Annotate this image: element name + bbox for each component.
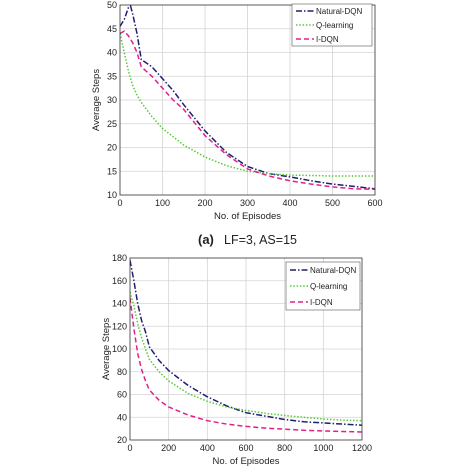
x-tick-label: 800 (277, 443, 292, 453)
y-tick-label: 25 (107, 119, 117, 129)
series-line-natural-dqn (120, 5, 375, 190)
chart-b: 0 200 400 600 800 1000 1200 20 40 60 80 100 120 140 16… (101, 253, 372, 467)
x-tick-label: 0 (127, 443, 132, 453)
caption-a-text: LF=3, AS=15 (224, 233, 297, 247)
x-tick-label: 500 (325, 198, 340, 208)
series-line-q-learning (130, 291, 362, 422)
x-tick-label: 400 (282, 198, 297, 208)
y-tick-label: 40 (107, 48, 117, 58)
series-line-natural-dqn (130, 260, 362, 426)
y-tick-label: 30 (107, 95, 117, 105)
y-tick-label: 180 (112, 253, 127, 263)
y-tick-label: 15 (107, 166, 117, 176)
legend-label: Natural-DQN (316, 7, 362, 16)
y-tick-label: 10 (107, 190, 117, 200)
series-line-q-learning (120, 33, 375, 177)
legend: Natural-DQN Q-learning I-DQN (285, 261, 361, 311)
x-tick-label: 0 (117, 198, 122, 208)
y-tick-label: 45 (107, 24, 117, 34)
y-tick-label: 60 (117, 390, 127, 400)
legend-label: Q-learning (310, 282, 347, 291)
x-tick-label: 100 (155, 198, 170, 208)
x-tick-label: 400 (200, 443, 215, 453)
y-tick-label: 40 (117, 412, 127, 422)
x-tick-label: 200 (161, 443, 176, 453)
legend-label: I-DQN (316, 35, 339, 44)
y-axis-label: Average Steps (91, 69, 102, 131)
x-axis-label: No. of Episodes (212, 456, 279, 467)
x-tick-label: 1000 (313, 443, 333, 453)
x-tick-label: 300 (240, 198, 255, 208)
x-axis-label: No. of Episodes (214, 211, 281, 222)
chart-a: 0 100 200 300 400 500 600 10 15 20 25 30 35 40 45 50 No.… (91, 0, 383, 222)
legend-label: I-DQN (310, 298, 333, 307)
legend-label: Q-learning (316, 21, 353, 30)
legend: Natural-DQN Q-learning I-DQN (291, 3, 373, 47)
y-tick-label: 80 (117, 367, 127, 377)
caption-a-label: (a) (198, 232, 214, 247)
y-tick-label: 120 (112, 321, 127, 331)
series-line-i-dqn (120, 30, 375, 191)
y-tick-label: 35 (107, 71, 117, 81)
y-tick-label: 20 (117, 435, 127, 445)
y-tick-label: 160 (112, 276, 127, 286)
y-tick-label: 140 (112, 299, 127, 309)
y-tick-label: 100 (112, 344, 127, 354)
axes-frame (119, 4, 376, 196)
axes-frame (129, 257, 363, 441)
x-tick-label: 600 (367, 198, 382, 208)
x-tick-label: 200 (197, 198, 212, 208)
y-axis-label: Average Steps (101, 318, 112, 380)
y-tick-label: 50 (107, 0, 117, 10)
x-tick-label: 1200 (352, 443, 372, 453)
y-tick-label: 20 (107, 143, 117, 153)
legend-label: Natural-DQN (310, 266, 356, 275)
caption-a: (a) LF=3, AS=15 (198, 232, 297, 247)
x-tick-label: 600 (238, 443, 253, 453)
